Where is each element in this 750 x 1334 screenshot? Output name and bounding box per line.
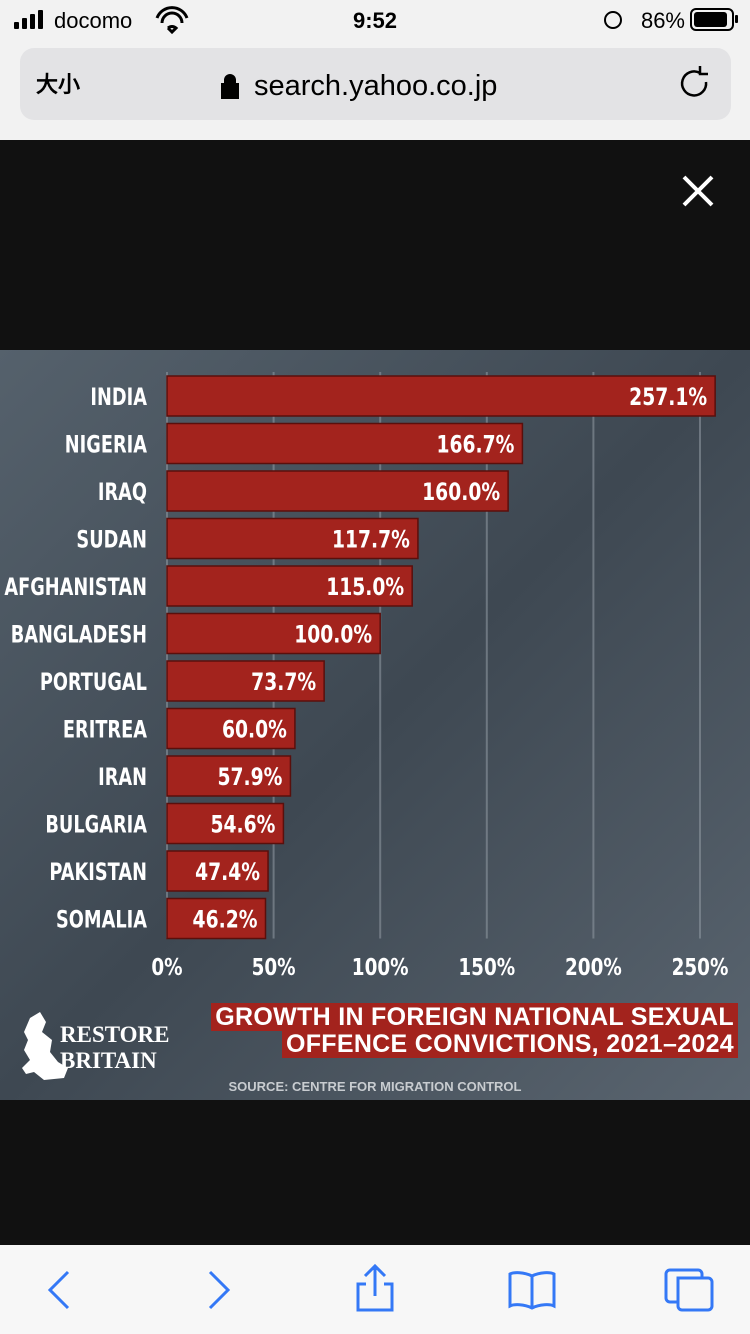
x-tick-label: 100% bbox=[352, 954, 409, 981]
value-label: 60.0% bbox=[222, 716, 287, 744]
brand: RESTORE BRITAIN bbox=[60, 1022, 170, 1073]
lock-icon bbox=[221, 74, 239, 99]
y-tick-label: SUDAN bbox=[76, 525, 147, 553]
chart-title: GROWTH IN FOREIGN NATIONAL SEXUAL OFFENC… bbox=[170, 1003, 738, 1058]
reload-button[interactable] bbox=[680, 66, 708, 97]
x-tick-label: 250% bbox=[672, 954, 729, 981]
value-label: 160.0% bbox=[422, 479, 500, 507]
y-tick-label: BANGLADESH bbox=[11, 620, 147, 648]
y-tick-label: INDIA bbox=[90, 382, 147, 410]
forward-button[interactable] bbox=[208, 1270, 231, 1310]
back-button[interactable] bbox=[47, 1270, 70, 1310]
address-bar[interactable] bbox=[20, 48, 731, 120]
value-label: 54.6% bbox=[210, 811, 275, 839]
url[interactable]: search.yahoo.co.jp bbox=[254, 70, 497, 102]
value-label: 257.1% bbox=[629, 384, 707, 412]
carrier: docomo bbox=[54, 8, 132, 33]
battery-percent: 86% bbox=[641, 8, 685, 33]
battery-icon bbox=[690, 8, 738, 31]
brand-logo bbox=[22, 1012, 68, 1080]
y-tick-label: IRAQ bbox=[98, 477, 147, 505]
bar bbox=[166, 897, 267, 940]
value-label: 73.7% bbox=[251, 669, 316, 697]
wifi-icon bbox=[155, 6, 189, 35]
share-button[interactable] bbox=[356, 1263, 394, 1312]
bar bbox=[166, 422, 524, 465]
value-label: 117.7% bbox=[332, 526, 410, 554]
y-tick-label: PORTUGAL bbox=[40, 667, 147, 695]
y-tick-label: SOMALIA bbox=[56, 905, 148, 933]
value-label: 47.4% bbox=[195, 859, 260, 887]
y-tick-label: ERITREA bbox=[63, 715, 148, 743]
x-tick-label: 150% bbox=[458, 954, 515, 981]
value-label: 46.2% bbox=[193, 906, 258, 934]
bar bbox=[166, 802, 285, 845]
y-tick-label: IRAN bbox=[98, 762, 147, 790]
bar bbox=[166, 565, 413, 607]
text-size-button[interactable]: 大小 bbox=[36, 72, 80, 97]
bar bbox=[166, 470, 509, 512]
plot: 0% 50% 100% 150% 200% 250% INDIA 257.1% NIGERIA 1… bbox=[4, 372, 729, 981]
bar bbox=[166, 707, 296, 750]
bar bbox=[166, 660, 325, 702]
signal-icon bbox=[14, 10, 43, 29]
value-label: 100.0% bbox=[294, 621, 372, 649]
value-label: 115.0% bbox=[326, 574, 404, 602]
x-tick-label: 200% bbox=[565, 954, 622, 981]
x-tick-label: 50% bbox=[252, 954, 296, 981]
x-tick-label: 0% bbox=[151, 954, 182, 981]
chart-title-text: GROWTH IN FOREIGN NATIONAL SEXUAL OFFENC… bbox=[211, 1003, 738, 1058]
y-tick-label: NIGERIA bbox=[65, 430, 148, 458]
y-tick-label: BULGARIA bbox=[45, 810, 147, 838]
bar bbox=[166, 850, 269, 892]
value-label: 166.7% bbox=[436, 431, 514, 459]
close-button[interactable] bbox=[682, 175, 714, 207]
value-label: 57.9% bbox=[218, 764, 283, 792]
bookmarks-button[interactable] bbox=[508, 1271, 556, 1310]
clock: 9:52 bbox=[353, 8, 397, 33]
bar bbox=[166, 517, 419, 560]
y-tick-label: AFGHANISTAN bbox=[4, 572, 147, 600]
bar bbox=[166, 755, 292, 797]
bar bbox=[166, 612, 381, 655]
source: SOURCE: CENTRE FOR MIGRATION CONTROL bbox=[229, 1079, 522, 1094]
lock-rotation-icon bbox=[604, 11, 622, 29]
tabs-button[interactable] bbox=[664, 1268, 714, 1312]
bar bbox=[166, 375, 716, 417]
y-tick-label: PAKISTAN bbox=[49, 857, 147, 885]
